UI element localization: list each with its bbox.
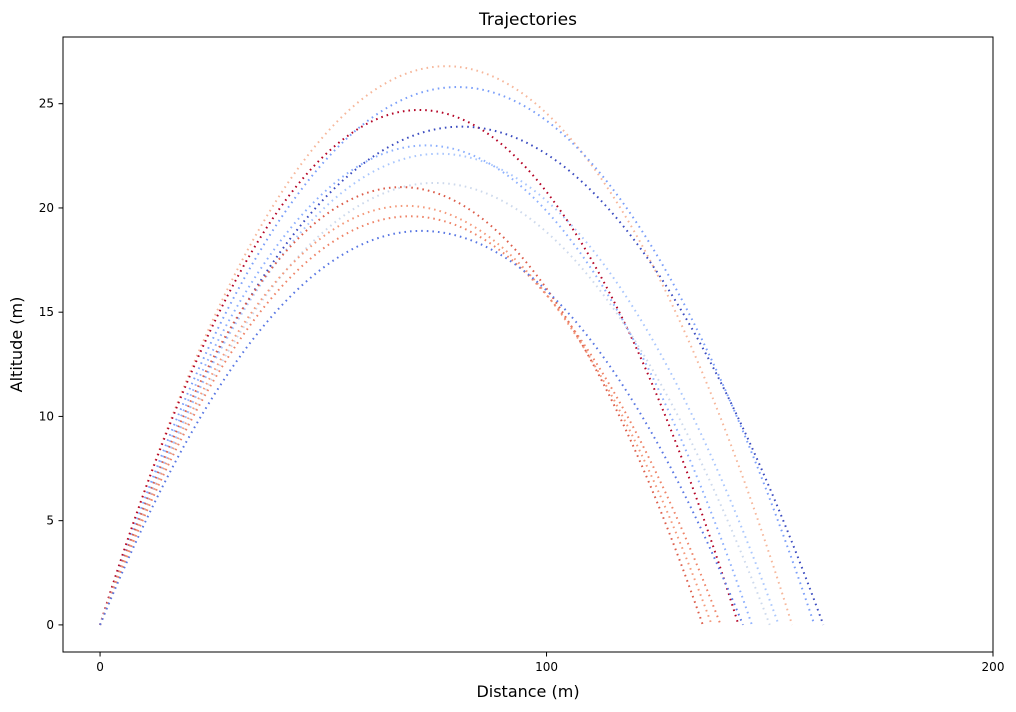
y-tick-label: 15 [39,305,54,319]
trajectory-series-group [99,65,825,626]
x-axis-label: Distance (m) [476,682,579,701]
trajectory-8-path [99,186,704,626]
y-axis-label: Altitude (m) [7,297,26,393]
x-tick-label: 0 [96,660,104,674]
x-tick-label: 100 [535,660,558,674]
trajectory-5-path [99,144,753,626]
trajectory-7-path [99,181,771,626]
y-tick-label: 20 [39,201,54,215]
y-tick-label: 5 [46,514,54,528]
axis-ticks-group: 0 100 200 0 5 10 15 20 25 [39,97,1005,674]
x-tick-label: 200 [982,660,1005,674]
trajectory-3-path [99,108,740,626]
trajectory-11-path [99,229,744,626]
y-tick-label: 10 [39,409,54,423]
trajectory-2-path [99,86,816,626]
chart-title: Trajectories [478,10,577,30]
trajectory-4-path [99,125,825,626]
trajectory-10-path [99,215,722,626]
plot-border [62,36,994,653]
trajectory-1-path [99,65,794,626]
y-tick-label: 0 [46,618,54,632]
y-tick-label: 25 [39,97,54,111]
